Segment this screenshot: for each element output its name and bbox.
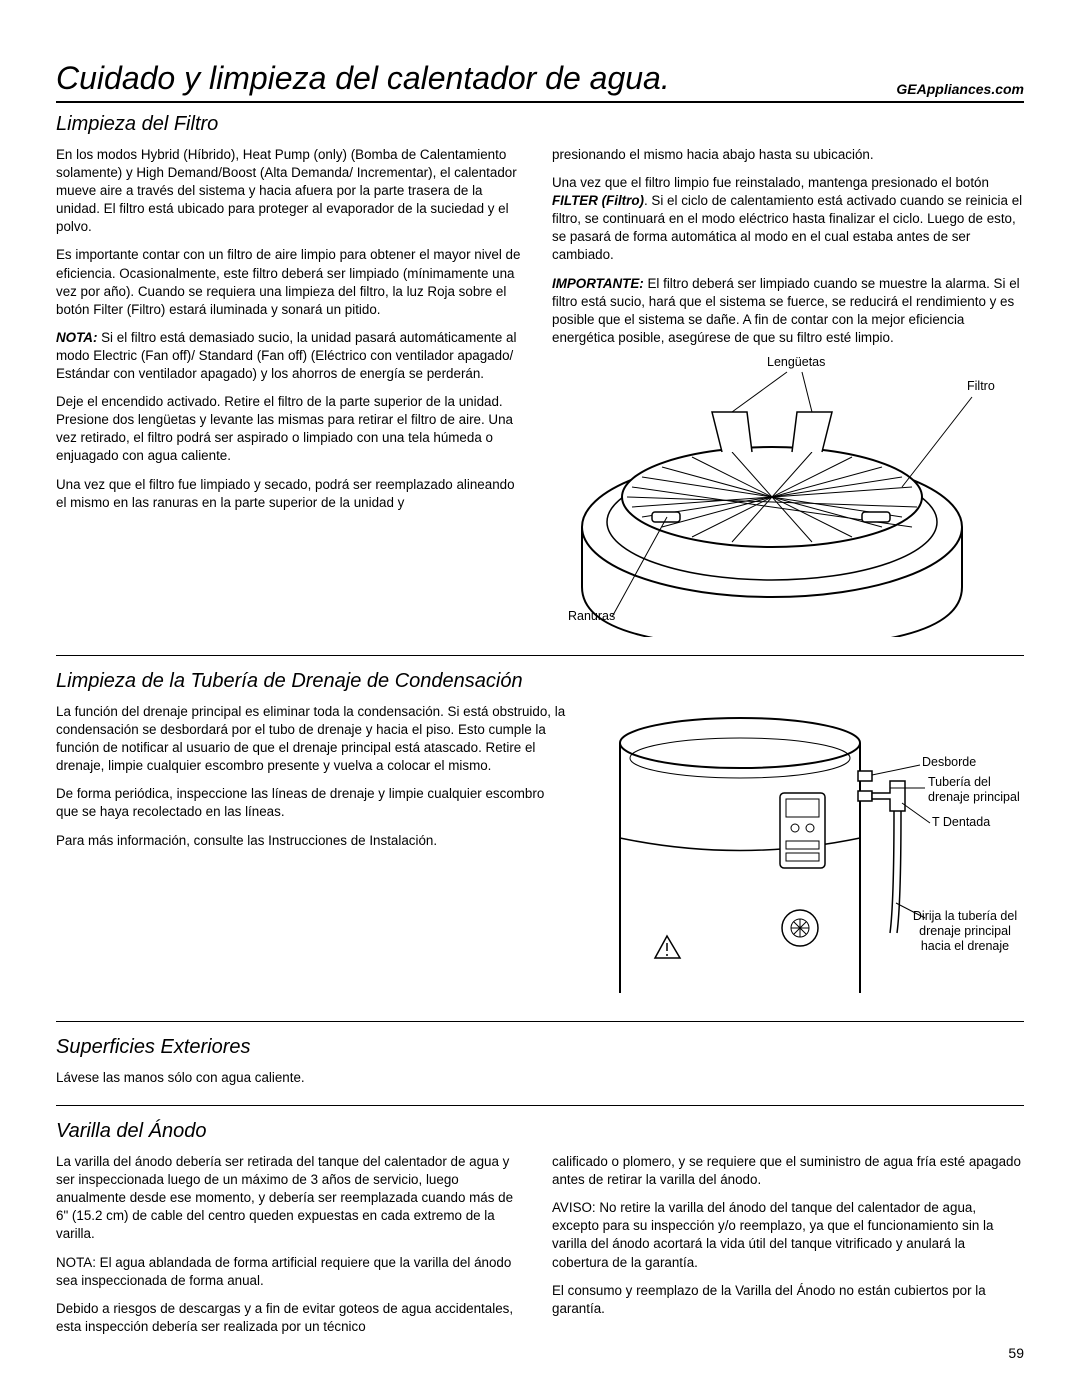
label-tuberia: Tubería del drenaje principal [928, 775, 1028, 805]
section1-left-col: En los modos Hybrid (Híbrido), Heat Pump… [56, 146, 528, 637]
site-label: GEAppliances.com [896, 81, 1024, 97]
s1-r-p2a: Una vez que el filtro limpio fue reinsta… [552, 175, 989, 190]
label-lenguetas: Lengüetas [767, 355, 825, 370]
drain-diagram-svg [590, 703, 1030, 1003]
section4-columns: La varilla del ánodo debería ser retirad… [56, 1153, 1024, 1346]
s1-right-p2: Una vez que el filtro limpio fue reinsta… [552, 174, 1024, 264]
importante-label: IMPORTANTE: [552, 276, 644, 291]
s4-right-p2: AVISO: No retire la varilla del ánodo de… [552, 1199, 1024, 1271]
nota-label: NOTA: [56, 330, 97, 345]
s1-left-p3: NOTA: Si el filtro está demasiado sucio,… [56, 329, 528, 383]
section2-text: La función del drenaje principal es elim… [56, 703, 566, 1003]
filter-label: FILTER (Filtro) [552, 193, 644, 208]
s1-left-p4: Deje el encendido activado. Retire el fi… [56, 393, 528, 465]
section1-right-col: presionando el mismo hacia abajo hasta s… [552, 146, 1024, 637]
label-filtro: Filtro [967, 379, 995, 394]
s1-left-p3-text: Si el filtro está demasiado sucio, la un… [56, 330, 516, 381]
label-dirija: Dirija la tubería del drenaje principal … [910, 909, 1020, 954]
section1-columns: En los modos Hybrid (Híbrido), Heat Pump… [56, 146, 1024, 637]
s1-right-p1: presionando el mismo hacia abajo hasta s… [552, 146, 1024, 164]
section4-left-col: La varilla del ánodo debería ser retirad… [56, 1153, 528, 1346]
divider-1 [56, 655, 1024, 656]
s3-p1: Lávese las manos sólo con agua caliente. [56, 1069, 1024, 1087]
section4-right-col: calificado o plomero, y se requiere que … [552, 1153, 1024, 1346]
s1-left-p2: Es importante contar con un filtro de ai… [56, 246, 528, 318]
section3-heading: Superficies Exteriores [56, 1036, 1024, 1059]
divider-2 [56, 1021, 1024, 1022]
label-t: T Dentada [932, 815, 990, 830]
section4-heading: Varilla del Ánodo [56, 1120, 1024, 1143]
label-ranuras: Ranuras [568, 609, 615, 624]
s1-left-p1: En los modos Hybrid (Híbrido), Heat Pump… [56, 146, 528, 236]
s4-left-p1: La varilla del ánodo debería ser retirad… [56, 1153, 528, 1243]
drain-figure: Desborde Tubería del drenaje principal T… [590, 703, 1030, 1003]
s4-left-p3: Debido a riesgos de descargas y a fin de… [56, 1300, 528, 1336]
section2-row: La función del drenaje principal es elim… [56, 703, 1024, 1003]
page-title: Cuidado y limpieza del calentador de agu… [56, 60, 896, 97]
section2-heading: Limpieza de la Tubería de Drenaje de Con… [56, 670, 1024, 693]
section1-heading: Limpieza del Filtro [56, 113, 1024, 136]
divider-3 [56, 1105, 1024, 1106]
s2-p3: Para más información, consulte las Instr… [56, 832, 566, 850]
label-desborde: Desborde [922, 755, 976, 770]
title-row: Cuidado y limpieza del calentador de agu… [56, 60, 1024, 103]
s4-right-p1: calificado o plomero, y se requiere que … [552, 1153, 1024, 1189]
s1-left-p5: Una vez que el filtro fue limpiado y sec… [56, 476, 528, 512]
s1-right-p3: IMPORTANTE: El filtro deberá ser limpiad… [552, 275, 1024, 347]
s4-right-p3: El consumo y reemplazo de la Varilla del… [552, 1282, 1024, 1318]
page-number: 59 [1008, 1345, 1024, 1361]
s2-p1: La función del drenaje principal es elim… [56, 703, 566, 775]
filter-figure: Lengüetas Filtro Ranuras [552, 357, 1024, 637]
s4-left-p2: NOTA: El agua ablandada de forma artific… [56, 1254, 528, 1290]
filter-diagram-svg [552, 357, 1012, 637]
s2-p2: De forma periódica, inspeccione las líne… [56, 785, 566, 821]
